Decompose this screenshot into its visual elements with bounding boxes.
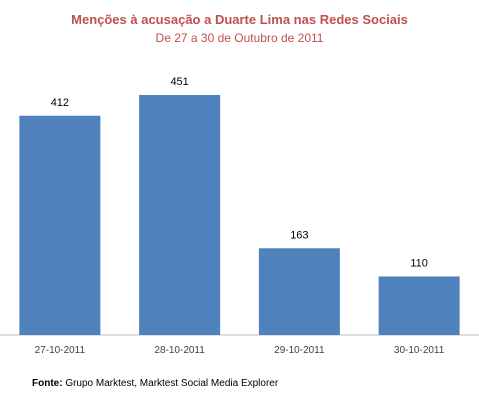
source-note: Fonte: Grupo Marktest, Marktest Social M… — [32, 378, 278, 389]
x-tick-label-29-10-2011: 29-10-2011 — [274, 345, 325, 356]
x-tick-label-30-10-2011: 30-10-2011 — [394, 345, 445, 356]
bar-27-10-2011 — [19, 115, 101, 336]
source-text: Grupo Marktest, Marktest Social Media Ex… — [65, 378, 279, 389]
chart-title: Menções à acusação a Duarte Lima nas Red… — [71, 12, 408, 27]
bar-28-10-2011 — [139, 95, 221, 335]
bar-30-10-2011 — [378, 276, 460, 335]
bar-29-10-2011 — [258, 248, 340, 335]
chart-subtitle: De 27 a 30 de Outubro de 2011 — [155, 31, 324, 45]
x-tick-label-27-10-2011: 27-10-2011 — [35, 345, 86, 356]
x-tick-label-28-10-2011: 28-10-2011 — [154, 345, 205, 356]
data-label-29-10-2011: 163 — [290, 229, 308, 241]
data-label-30-10-2011: 110 — [410, 257, 428, 269]
data-label-27-10-2011: 412 — [51, 97, 69, 109]
source-label: Fonte: — [32, 378, 63, 389]
data-label-28-10-2011: 451 — [170, 76, 188, 88]
